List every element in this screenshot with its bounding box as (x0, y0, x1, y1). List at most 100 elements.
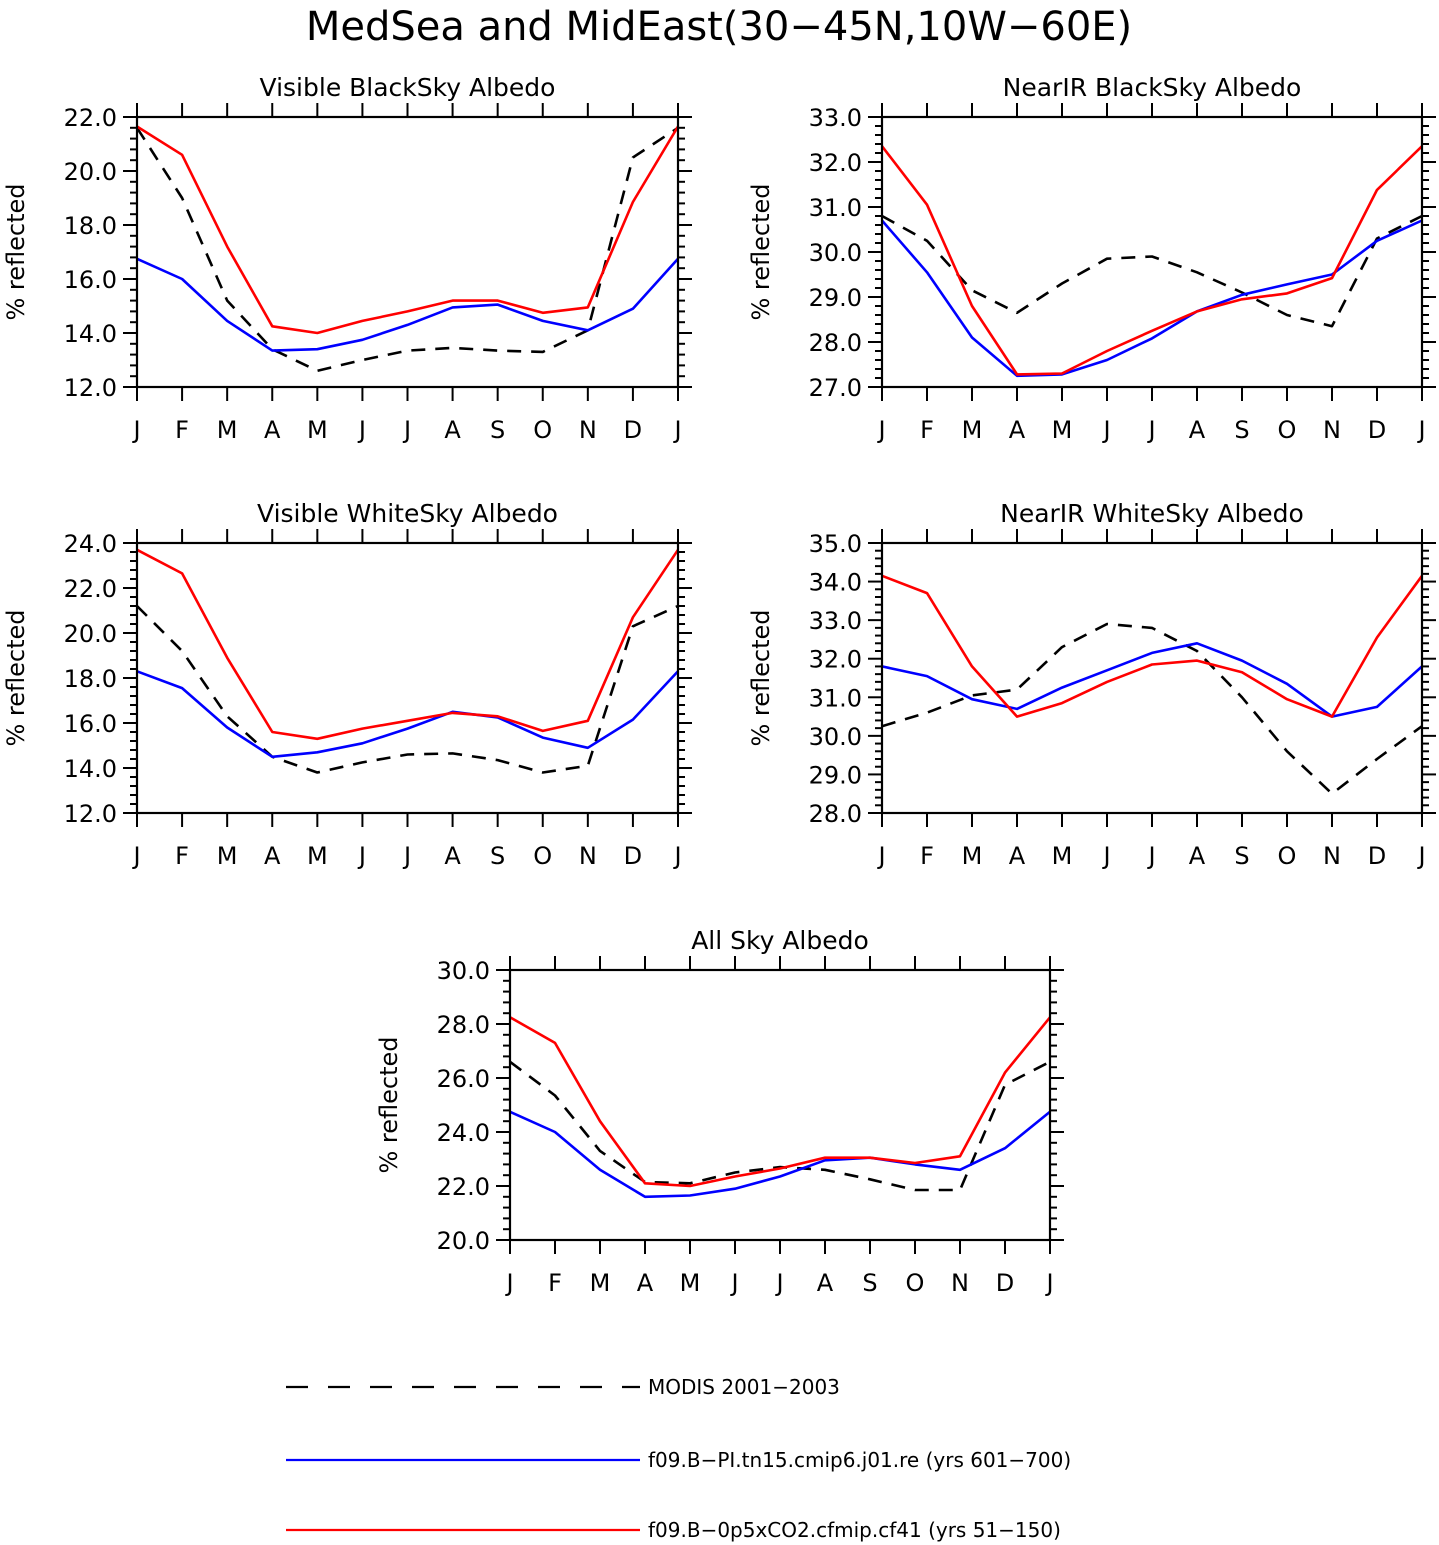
x-tick-label: A (264, 416, 281, 444)
x-tick-label: O (906, 1269, 925, 1297)
x-tick-label: M (680, 1269, 701, 1297)
x-tick-label: J (402, 416, 411, 444)
y-axis-label: % reflected (747, 183, 775, 320)
series-line-pi (136, 670, 679, 759)
series-line-modis (881, 214, 1423, 328)
x-tick-label: M (307, 416, 328, 444)
x-tick-label: A (1189, 416, 1206, 444)
panel-title: NearIR BlackSky Albedo (1003, 73, 1302, 102)
plot-frame (880, 115, 1424, 389)
x-tick-label: S (1234, 416, 1249, 444)
x-tick-label: M (217, 842, 238, 870)
tick-marks (123, 103, 692, 401)
panel-title: NearIR WhiteSky Albedo (1000, 499, 1304, 528)
y-tick-label: 18.0 (64, 212, 117, 240)
x-tick-label: J (672, 842, 681, 870)
x-tick-label: J (357, 842, 366, 870)
y-tick-label: 30.0 (809, 723, 862, 751)
y-tick-label: 28.0 (809, 329, 862, 357)
x-tick-label: M (307, 842, 328, 870)
y-tick-label: 20.0 (64, 158, 117, 186)
x-tick-label: D (1368, 842, 1386, 870)
plot-frame (880, 541, 1424, 815)
series-line-pi (509, 1110, 1051, 1199)
x-tick-label: A (1189, 842, 1206, 870)
x-tick-label: S (1234, 842, 1249, 870)
y-tick-label: 22.0 (437, 1173, 490, 1201)
legend-item: MODIS 2001−2003 (286, 1375, 840, 1399)
tick-marks (868, 103, 1436, 401)
x-tick-label: J (876, 842, 885, 870)
legend-label: f09.B−0p5xCO2.cfmip.cf41 (yrs 51−150) (648, 1518, 1061, 1542)
y-axis-label: % reflected (2, 183, 30, 320)
x-tick-label: F (175, 416, 189, 444)
y-tick-label: 33.0 (809, 104, 862, 132)
x-tick-label: M (962, 416, 983, 444)
x-tick-label: J (729, 1269, 738, 1297)
y-tick-label: 16.0 (64, 710, 117, 738)
x-tick-label: O (533, 416, 552, 444)
x-tick-label: D (996, 1269, 1014, 1297)
x-tick-label: A (264, 842, 281, 870)
x-tick-label: F (920, 416, 934, 444)
y-tick-label: 12.0 (64, 800, 117, 828)
x-tick-label: J (876, 416, 885, 444)
x-tick-label: D (624, 842, 642, 870)
y-tick-label: 14.0 (64, 755, 117, 783)
y-axis-label: % reflected (747, 609, 775, 746)
x-tick-label: J (1044, 1269, 1053, 1297)
y-tick-label: 12.0 (64, 374, 117, 402)
x-tick-label: A (637, 1269, 654, 1297)
series-line-co2 (136, 125, 680, 335)
x-tick-label: N (951, 1269, 969, 1297)
y-tick-label: 28.0 (809, 800, 862, 828)
series-line-pi (136, 257, 679, 352)
y-tick-label: 14.0 (64, 320, 117, 348)
y-tick-label: 18.0 (64, 665, 117, 693)
y-tick-label: 24.0 (64, 530, 117, 558)
panel-title: Visible WhiteSky Albedo (257, 499, 558, 528)
series-line-modis (509, 1060, 1051, 1192)
y-tick-label: 20.0 (64, 620, 117, 648)
y-tick-label: 29.0 (809, 761, 862, 789)
y-tick-label: 32.0 (809, 149, 862, 177)
panel-title: Visible BlackSky Albedo (260, 73, 556, 102)
x-tick-label: N (1323, 842, 1341, 870)
plot-frame (135, 115, 680, 389)
legend: MODIS 2001−2003 f09.B−PI.tn15.cmip6.j01.r… (286, 1375, 1071, 1542)
x-tick-label: S (490, 842, 505, 870)
y-tick-label: 22.0 (64, 575, 117, 603)
y-tick-label: 16.0 (64, 266, 117, 294)
x-tick-label: F (175, 842, 189, 870)
x-tick-label: F (920, 842, 934, 870)
series-line-modis (881, 622, 1423, 796)
series-line-pi (881, 641, 1423, 718)
y-tick-label: 20.0 (437, 1227, 490, 1255)
y-tick-label: 34.0 (809, 569, 862, 597)
x-tick-label: J (504, 1269, 513, 1297)
y-tick-label: 30.0 (809, 239, 862, 267)
x-tick-label: M (1052, 416, 1073, 444)
tick-marks (123, 529, 692, 827)
tick-marks (496, 956, 1064, 1254)
y-tick-label: 29.0 (809, 284, 862, 312)
y-tick-label: 27.0 (809, 374, 862, 402)
x-tick-label: N (579, 842, 597, 870)
x-tick-label: S (862, 1269, 877, 1297)
x-tick-label: A (817, 1269, 834, 1297)
x-tick-label: O (533, 842, 552, 870)
y-tick-label: 35.0 (809, 530, 862, 558)
plot-frame (135, 541, 680, 815)
x-tick-label: J (774, 1269, 783, 1297)
x-tick-label: J (131, 842, 140, 870)
series-line-co2 (881, 574, 1424, 718)
x-tick-label: O (1278, 842, 1297, 870)
series-line-pi (881, 219, 1423, 378)
x-tick-label: J (1146, 416, 1155, 444)
y-tick-label: 30.0 (437, 957, 490, 985)
